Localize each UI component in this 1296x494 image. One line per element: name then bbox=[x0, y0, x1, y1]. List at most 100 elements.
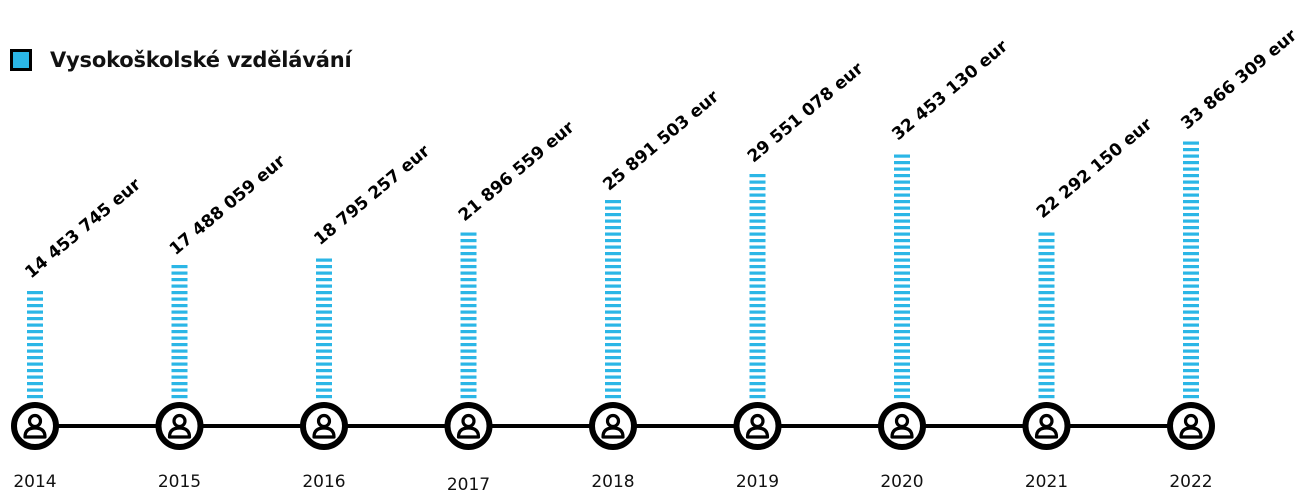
bar-stripe bbox=[894, 356, 910, 360]
bar-stripe bbox=[316, 291, 332, 295]
year-label: 2019 bbox=[736, 472, 779, 492]
bar-stripe bbox=[894, 232, 910, 236]
bar-stripe bbox=[27, 369, 43, 373]
bar-stripe bbox=[1038, 284, 1055, 288]
bar-stripe bbox=[460, 369, 477, 373]
bar-stripe bbox=[316, 323, 332, 327]
bar-stripe bbox=[1038, 330, 1055, 334]
bar-stripe bbox=[894, 245, 910, 249]
bar-stripe bbox=[1183, 239, 1199, 243]
bar-stripe bbox=[460, 336, 477, 340]
bar bbox=[1038, 232, 1055, 399]
bar-stripe bbox=[605, 375, 621, 379]
bar-stripe bbox=[316, 382, 332, 386]
bar-stripe bbox=[894, 271, 910, 275]
bar-stripe bbox=[605, 317, 621, 321]
bar-stripe bbox=[894, 206, 910, 210]
bar-stripe bbox=[171, 265, 188, 269]
bar-stripe bbox=[316, 284, 332, 288]
bar-stripe bbox=[749, 174, 766, 178]
bar-stripe bbox=[605, 362, 621, 366]
bar-stripe bbox=[1183, 265, 1199, 269]
bar-stripe bbox=[1183, 252, 1199, 256]
bar-stripe bbox=[605, 258, 621, 262]
bar-stripe bbox=[1038, 317, 1055, 321]
bar-stripe bbox=[1183, 375, 1199, 379]
bar-stripe bbox=[27, 356, 43, 360]
data-label: 14 453 745 eur bbox=[21, 174, 145, 283]
bar-stripe bbox=[460, 388, 477, 392]
bar-stripe bbox=[316, 375, 332, 379]
data-label: 33 866 309 eur bbox=[1177, 25, 1296, 134]
bar-stripe bbox=[1183, 206, 1199, 210]
bar-stripe bbox=[460, 239, 477, 243]
bar-stripe bbox=[27, 388, 43, 392]
bar-stripe bbox=[1183, 388, 1199, 392]
bar-stripe bbox=[1183, 356, 1199, 360]
bar-stripe bbox=[27, 304, 43, 308]
bar-stripe bbox=[171, 284, 188, 288]
bar-stripe bbox=[605, 284, 621, 288]
bar-stripe bbox=[27, 297, 43, 301]
bar-stripe bbox=[1038, 245, 1055, 249]
bar-stripe bbox=[1183, 161, 1199, 165]
bar-stripe bbox=[460, 304, 477, 308]
bar-stripe bbox=[749, 349, 766, 353]
bar-stripe bbox=[1038, 232, 1055, 236]
bar bbox=[1183, 141, 1199, 399]
bar-stripe bbox=[27, 349, 43, 353]
bar-stripe bbox=[894, 317, 910, 321]
bar-stripe bbox=[605, 206, 621, 210]
bar-stripe bbox=[605, 219, 621, 223]
bar-stripe bbox=[894, 167, 910, 171]
bar-stripe bbox=[171, 297, 188, 301]
legend-label: Vysokoškolské vzdělávání bbox=[50, 48, 352, 72]
bar-stripe bbox=[460, 382, 477, 386]
bar-stripe bbox=[749, 232, 766, 236]
bar-stripe bbox=[605, 304, 621, 308]
bar-stripe bbox=[27, 382, 43, 386]
bar-stripe bbox=[605, 291, 621, 295]
bar-stripe bbox=[460, 232, 477, 236]
data-label: 29 551 078 eur bbox=[744, 58, 868, 167]
bar-stripe bbox=[171, 362, 188, 366]
bar-stripe bbox=[460, 297, 477, 301]
person-circle-icon bbox=[1022, 402, 1071, 450]
bar-stripe bbox=[605, 323, 621, 327]
bar-stripe bbox=[749, 265, 766, 269]
bar-stripe bbox=[1183, 304, 1199, 308]
bar bbox=[460, 232, 477, 399]
bar bbox=[171, 265, 188, 399]
bar-stripe bbox=[749, 239, 766, 243]
bar-stripe bbox=[27, 395, 43, 399]
bar-stripe bbox=[749, 226, 766, 230]
bar-stripe bbox=[171, 369, 188, 373]
bar-stripe bbox=[749, 375, 766, 379]
bar-stripe bbox=[1183, 219, 1199, 223]
bar-stripe bbox=[27, 317, 43, 321]
bar-stripe bbox=[605, 245, 621, 249]
bar-stripe bbox=[316, 265, 332, 269]
bar-stripe bbox=[171, 382, 188, 386]
person-circle-icon bbox=[733, 402, 782, 450]
bar-stripe bbox=[316, 343, 332, 347]
bar-stripe bbox=[749, 297, 766, 301]
bar-stripe bbox=[749, 252, 766, 256]
bar-stripe bbox=[894, 310, 910, 314]
bar-stripe bbox=[316, 356, 332, 360]
bar-stripe bbox=[894, 278, 910, 282]
bar-stripe bbox=[605, 395, 621, 399]
bar-stripe bbox=[1183, 187, 1199, 191]
bar-stripe bbox=[605, 382, 621, 386]
bar-stripe bbox=[171, 356, 188, 360]
bar-stripe bbox=[605, 388, 621, 392]
bar-stripe bbox=[171, 291, 188, 295]
bar-stripe bbox=[1183, 310, 1199, 314]
bar-stripe bbox=[894, 323, 910, 327]
bar-stripe bbox=[1183, 258, 1199, 262]
bar-stripe bbox=[749, 245, 766, 249]
bar-stripe bbox=[749, 317, 766, 321]
bar bbox=[749, 174, 766, 399]
bar-stripe bbox=[316, 336, 332, 340]
bar bbox=[27, 291, 43, 399]
